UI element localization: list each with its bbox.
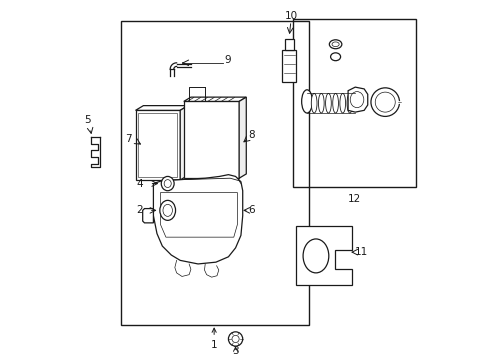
Polygon shape bbox=[180, 105, 188, 180]
Ellipse shape bbox=[346, 93, 352, 113]
Text: 10: 10 bbox=[284, 11, 297, 21]
Ellipse shape bbox=[303, 239, 328, 273]
Bar bbox=[292, 19, 415, 187]
Text: 9: 9 bbox=[224, 55, 231, 65]
Bar bbox=[138, 113, 177, 177]
Polygon shape bbox=[153, 175, 242, 264]
Polygon shape bbox=[239, 97, 246, 178]
Text: 7: 7 bbox=[125, 134, 132, 144]
Polygon shape bbox=[296, 226, 351, 285]
Text: 1: 1 bbox=[210, 328, 217, 350]
Ellipse shape bbox=[311, 93, 316, 113]
Text: 5: 5 bbox=[84, 114, 90, 125]
Bar bbox=[282, 50, 296, 82]
Ellipse shape bbox=[325, 93, 331, 113]
Text: 11: 11 bbox=[354, 247, 368, 257]
Polygon shape bbox=[135, 105, 188, 111]
Text: 2: 2 bbox=[136, 205, 142, 215]
Polygon shape bbox=[347, 87, 367, 112]
Bar bbox=[183, 102, 239, 178]
Circle shape bbox=[370, 88, 399, 116]
Bar bbox=[135, 111, 180, 180]
Ellipse shape bbox=[301, 90, 312, 113]
Bar bbox=[284, 39, 293, 50]
Ellipse shape bbox=[339, 93, 345, 113]
Ellipse shape bbox=[160, 201, 175, 220]
Bar bbox=[121, 21, 308, 325]
Ellipse shape bbox=[161, 176, 174, 191]
Text: 4: 4 bbox=[136, 179, 142, 189]
Ellipse shape bbox=[332, 93, 338, 113]
Text: 6: 6 bbox=[247, 205, 254, 215]
Text: 3: 3 bbox=[232, 346, 239, 356]
Text: 12: 12 bbox=[347, 194, 361, 204]
Ellipse shape bbox=[318, 93, 324, 113]
Polygon shape bbox=[142, 208, 153, 223]
Text: 8: 8 bbox=[247, 130, 254, 140]
Polygon shape bbox=[183, 97, 246, 102]
Circle shape bbox=[228, 332, 242, 346]
